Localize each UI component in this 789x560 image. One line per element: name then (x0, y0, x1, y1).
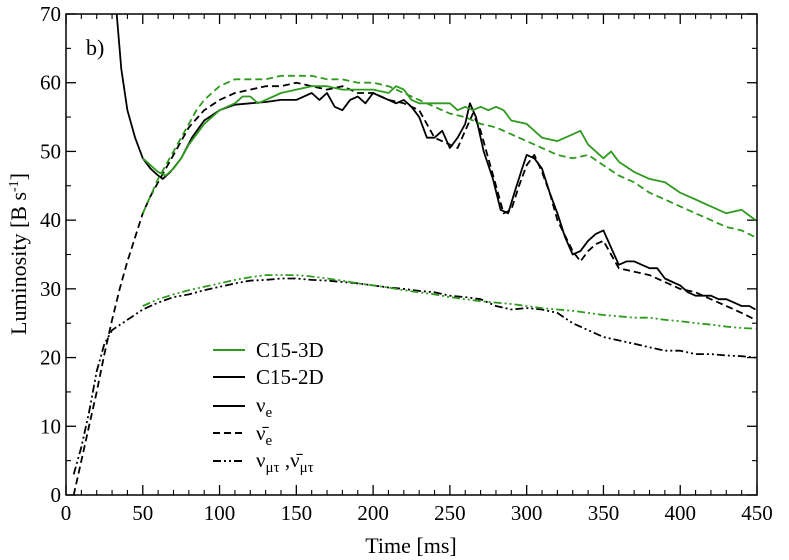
tick-labels: 0 50 100 150 200 250 300 350 400 450 0 10 20 30 40 50 60… (40, 2, 773, 525)
legend-anti-nu-mutau-sub: μτ (300, 460, 314, 476)
legend: C15-3D C15-2D νe ν̄e νμτ ,ν̄μτ (213, 338, 324, 476)
legend-label-nu-mutau: νμτ ,ν̄μτ (256, 448, 314, 476)
series-line-c15-3d-anti-nu-e (141, 74, 756, 239)
legend-nu-mutau-sub: μτ (266, 460, 280, 476)
y-tick-label: 20 (40, 346, 61, 370)
series-line-c15-2d-nu-mutau (72, 277, 756, 475)
legend-anti-nu-e-sub: e (266, 433, 273, 449)
legend-nu-e-base: ν (256, 393, 266, 417)
y-tick-label: 60 (40, 71, 61, 95)
y-axis-title: Luminosity [B s-1] (6, 173, 31, 335)
x-tick-label: 250 (434, 501, 466, 525)
series-line-c15-3d-nu-mutau (142, 274, 756, 330)
series-line-c15-2d-anti-nu-e (72, 81, 756, 495)
x-tick-label: 0 (61, 501, 72, 525)
x-tick-label: 200 (357, 501, 389, 525)
x-tick-label: 300 (511, 501, 543, 525)
y-tick-label: 30 (40, 277, 61, 301)
x-axis-title: Time [ms] (365, 533, 456, 558)
legend-nu-mutau-base: ν (256, 448, 266, 472)
legend-nu-e-sub: e (266, 405, 273, 421)
x-tick-label: 450 (741, 501, 773, 525)
axis-ticks (65, 13, 758, 496)
y-tick-label: 50 (40, 139, 61, 163)
x-tick-label: 100 (204, 501, 236, 525)
y-axis-title-sup: -1 (7, 180, 22, 192)
y-tick-label: 10 (40, 414, 61, 438)
plot-frame (65, 13, 758, 496)
y-tick-label: 70 (40, 2, 61, 26)
y-axis-title-close: ] (6, 173, 31, 180)
series-line-c15-2d-nu-e (115, 14, 756, 311)
x-tick-label: 150 (281, 501, 313, 525)
x-tick-label: 50 (132, 501, 153, 525)
series-layer (72, 14, 757, 495)
legend-label-c15-3d: C15-3D (256, 338, 324, 362)
x-tick-label: 400 (664, 501, 696, 525)
y-tick-label: 40 (40, 208, 61, 232)
x-tick-label: 350 (588, 501, 620, 525)
series-line-c15-3d-nu-e (142, 85, 757, 221)
y-tick-label: 0 (51, 483, 62, 507)
legend-label-nu-e: νe (256, 393, 273, 421)
panel-label: b) (86, 35, 104, 60)
legend-nu-mutau-sep: , (280, 448, 291, 472)
legend-label-anti-nu-e: ν̄e (256, 421, 273, 449)
legend-label-c15-2d: C15-2D (256, 365, 324, 389)
y-axis-title-main: Luminosity [B s (6, 192, 31, 335)
